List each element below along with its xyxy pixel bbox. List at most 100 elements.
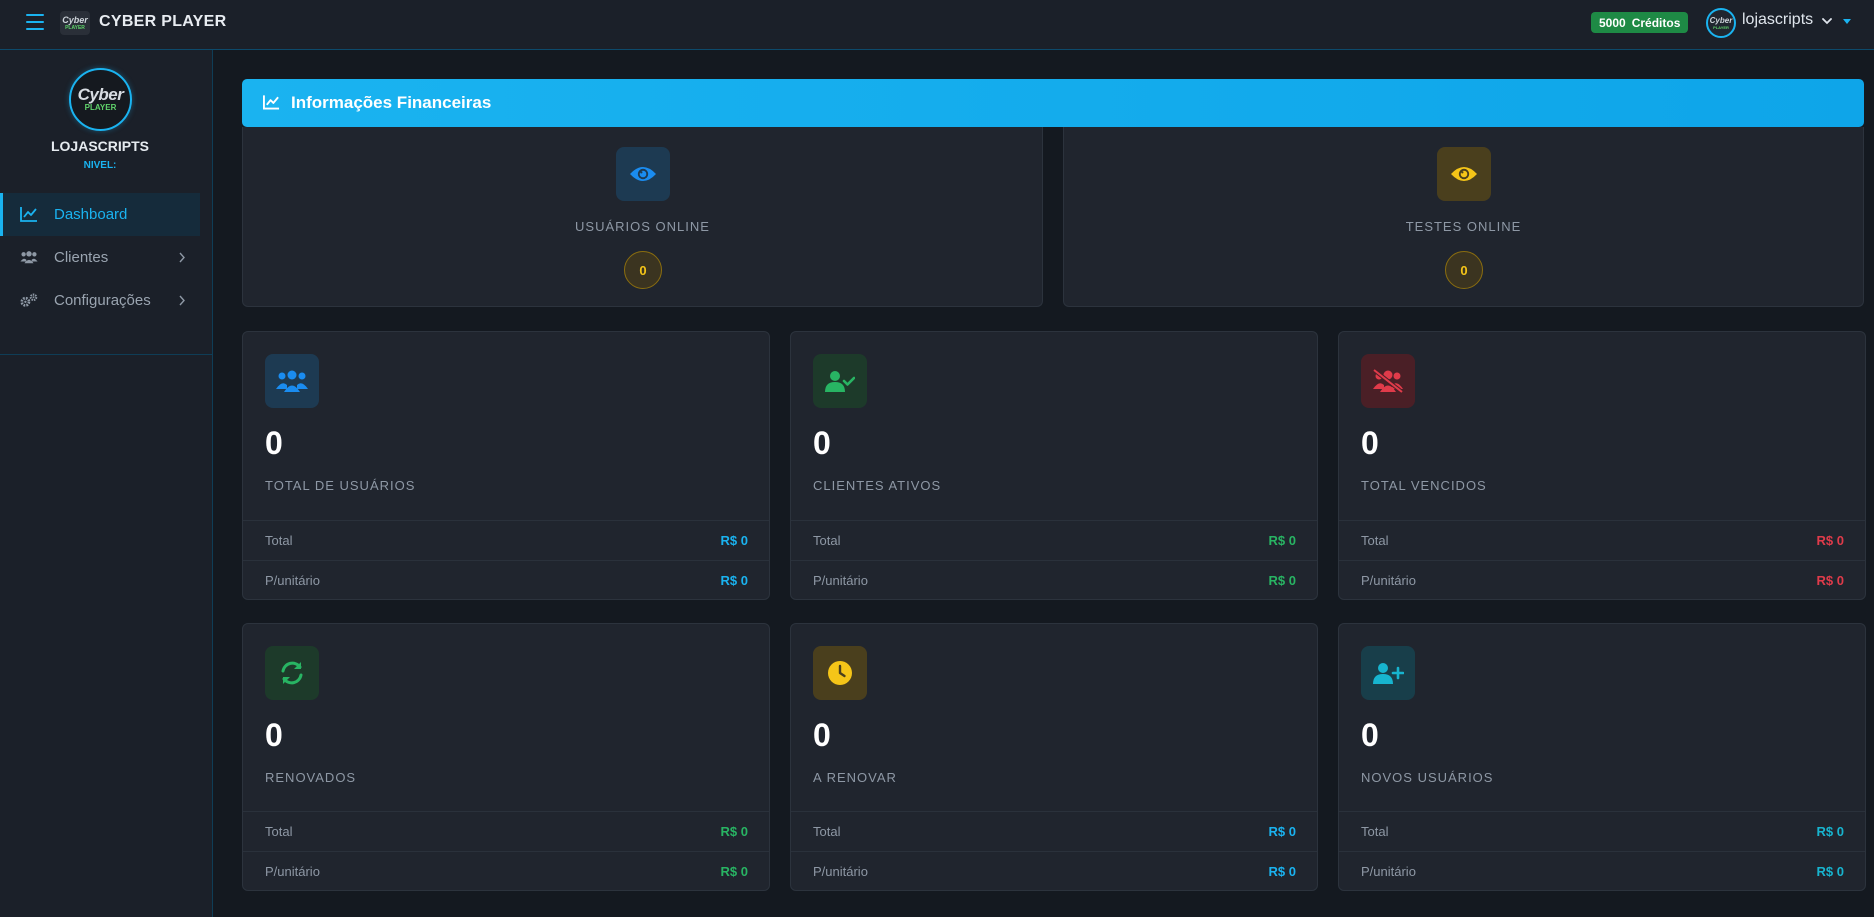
- sidebar-item-label: Configurações: [54, 292, 151, 309]
- chevron-right-icon: [179, 295, 185, 306]
- stat-total-row: Total R$ 0: [791, 811, 1317, 851]
- sidebar-item-configuracoes[interactable]: Configurações: [0, 279, 200, 322]
- stat-value: 0: [813, 717, 831, 753]
- stat-unit-row: P/unitário R$ 0: [791, 851, 1317, 891]
- stat-icon-box: [1361, 354, 1415, 408]
- stat-value: 0: [1361, 717, 1379, 753]
- users-icon: [20, 251, 38, 264]
- online-tests-icon-box: [1437, 147, 1491, 201]
- sidebar-avatar-subtext: PLAYER: [84, 103, 117, 112]
- stat-value: 0: [813, 425, 831, 461]
- user-avatar[interactable]: Cyber PLAYER: [1706, 8, 1736, 38]
- stat-unit-value: R$ 0: [1816, 573, 1844, 588]
- stat-total-value: R$ 0: [1816, 533, 1844, 548]
- cogs-icon: [20, 293, 38, 307]
- chevron-down-icon[interactable]: [1822, 16, 1832, 26]
- stat-total-label: Total: [265, 824, 293, 839]
- user-check-icon: [825, 371, 855, 392]
- stat-unit-value: R$ 0: [1268, 864, 1296, 879]
- stat-value: 0: [265, 425, 283, 461]
- stat-icon-box: [265, 354, 319, 408]
- stat-icon-box: [813, 646, 867, 700]
- stat-total-row: Total R$ 0: [243, 520, 769, 560]
- stat-value: 0: [265, 717, 283, 753]
- online-tests-label: TESTES ONLINE: [1405, 219, 1522, 234]
- user-menu-name[interactable]: lojascripts: [1742, 11, 1814, 28]
- financial-info-header: Informações Financeiras: [242, 79, 1864, 127]
- stat-total-row: Total R$ 0: [1339, 811, 1865, 851]
- sidebar-item-clientes[interactable]: Clientes: [0, 236, 200, 279]
- brand-logo[interactable]: Cyber PLAYER: [60, 11, 90, 35]
- stat-total-value: R$ 0: [720, 533, 748, 548]
- stat-card-a-renovar: 0 A RENOVAR Total R$ 0 P/unitário R$ 0: [790, 623, 1318, 891]
- stat-card-renovados: 0 RENOVADOS Total R$ 0 P/unitário R$ 0: [242, 623, 770, 891]
- online-users-icon-box: [616, 147, 670, 201]
- stat-label: TOTAL VENCIDOS: [1361, 478, 1487, 493]
- eye-icon: [630, 167, 656, 181]
- stat-unit-value: R$ 0: [1816, 864, 1844, 879]
- sidebar-item-label: Clientes: [54, 249, 109, 266]
- stat-unit-row: P/unitário R$ 0: [243, 851, 769, 891]
- clock-icon: [828, 661, 852, 685]
- brand-logo-subtext: PLAYER: [65, 24, 85, 31]
- stat-label: CLIENTES ATIVOS: [813, 478, 942, 493]
- users-slash-icon: [1372, 368, 1404, 394]
- stat-icon-box: [813, 354, 867, 408]
- stat-card-total-vencidos: 0 TOTAL VENCIDOS Total R$ 0 P/unitário R…: [1338, 331, 1866, 600]
- sidebar: Cyber PLAYER LOJASCRIPTS NIVEL: Dashboar…: [0, 50, 213, 917]
- chart-line-icon: [20, 207, 37, 222]
- users-icon: [276, 370, 308, 392]
- stat-total-value: R$ 0: [1268, 533, 1296, 548]
- menu-toggle-icon[interactable]: [26, 14, 44, 30]
- stat-unit-label: P/unitário: [813, 573, 868, 588]
- online-users-count: 0: [624, 251, 662, 289]
- brand-name[interactable]: CYBER PLAYER: [99, 13, 227, 30]
- stat-unit-label: P/unitário: [265, 573, 320, 588]
- caret-down-icon[interactable]: [1843, 19, 1851, 24]
- credits-badge: 5000 Créditos: [1591, 12, 1689, 33]
- credits-label: Créditos: [1631, 15, 1681, 30]
- sidebar-username: LOJASCRIPTS: [50, 138, 149, 154]
- stat-label: RENOVADOS: [265, 770, 357, 785]
- stat-total-label: Total: [813, 824, 841, 839]
- chevron-right-icon: [179, 252, 185, 263]
- stat-unit-value: R$ 0: [720, 864, 748, 879]
- user-avatar-subtext: PLAYER: [1713, 24, 1729, 30]
- stat-card-total-usuarios: 0 TOTAL DE USUÁRIOS Total R$ 0 P/unitári…: [242, 331, 770, 600]
- stat-unit-row: P/unitário R$ 0: [1339, 560, 1865, 600]
- stat-total-value: R$ 0: [720, 824, 748, 839]
- stat-unit-row: P/unitário R$ 0: [243, 560, 769, 600]
- stat-total-label: Total: [813, 533, 841, 548]
- stat-total-row: Total R$ 0: [791, 520, 1317, 560]
- financial-info-title: Informações Financeiras: [291, 93, 492, 112]
- stat-total-label: Total: [265, 533, 293, 548]
- stat-total-row: Total R$ 0: [1339, 520, 1865, 560]
- stat-unit-label: P/unitário: [1361, 864, 1416, 879]
- stat-total-value: R$ 0: [1268, 824, 1296, 839]
- sidebar-item-label: Dashboard: [54, 206, 128, 223]
- stat-unit-label: P/unitário: [265, 864, 320, 879]
- stat-icon-box: [1361, 646, 1415, 700]
- chart-line-icon: [263, 95, 280, 110]
- stat-value: 0: [1361, 425, 1379, 461]
- sidebar-avatar-text: Cyber: [77, 85, 124, 104]
- stat-total-label: Total: [1361, 824, 1389, 839]
- online-users-card: USUÁRIOS ONLINE 0: [242, 127, 1043, 307]
- user-avatar-text: Cyber: [1709, 15, 1733, 25]
- stat-unit-row: P/unitário R$ 0: [791, 560, 1317, 600]
- stat-label: TOTAL DE USUÁRIOS: [265, 478, 416, 493]
- sidebar-level: NIVEL:: [83, 160, 117, 171]
- stat-label: NOVOS USUÁRIOS: [1361, 770, 1494, 785]
- stat-unit-label: P/unitário: [1361, 573, 1416, 588]
- sidebar-nav: Dashboard Clientes Configurações: [0, 193, 200, 322]
- credits-amount: 5000: [1599, 15, 1626, 30]
- stat-unit-row: P/unitário R$ 0: [1339, 851, 1865, 891]
- eye-icon: [1451, 167, 1477, 181]
- stat-total-row: Total R$ 0: [243, 811, 769, 851]
- stat-unit-value: R$ 0: [720, 573, 748, 588]
- top-bar: Cyber PLAYER CYBER PLAYER 5000 Créditos …: [0, 0, 1874, 50]
- stat-unit-value: R$ 0: [1268, 573, 1296, 588]
- stat-card-clientes-ativos: 0 CLIENTES ATIVOS Total R$ 0 P/unitário …: [790, 331, 1318, 600]
- sidebar-item-dashboard[interactable]: Dashboard: [0, 193, 200, 236]
- sidebar-divider: [0, 354, 213, 355]
